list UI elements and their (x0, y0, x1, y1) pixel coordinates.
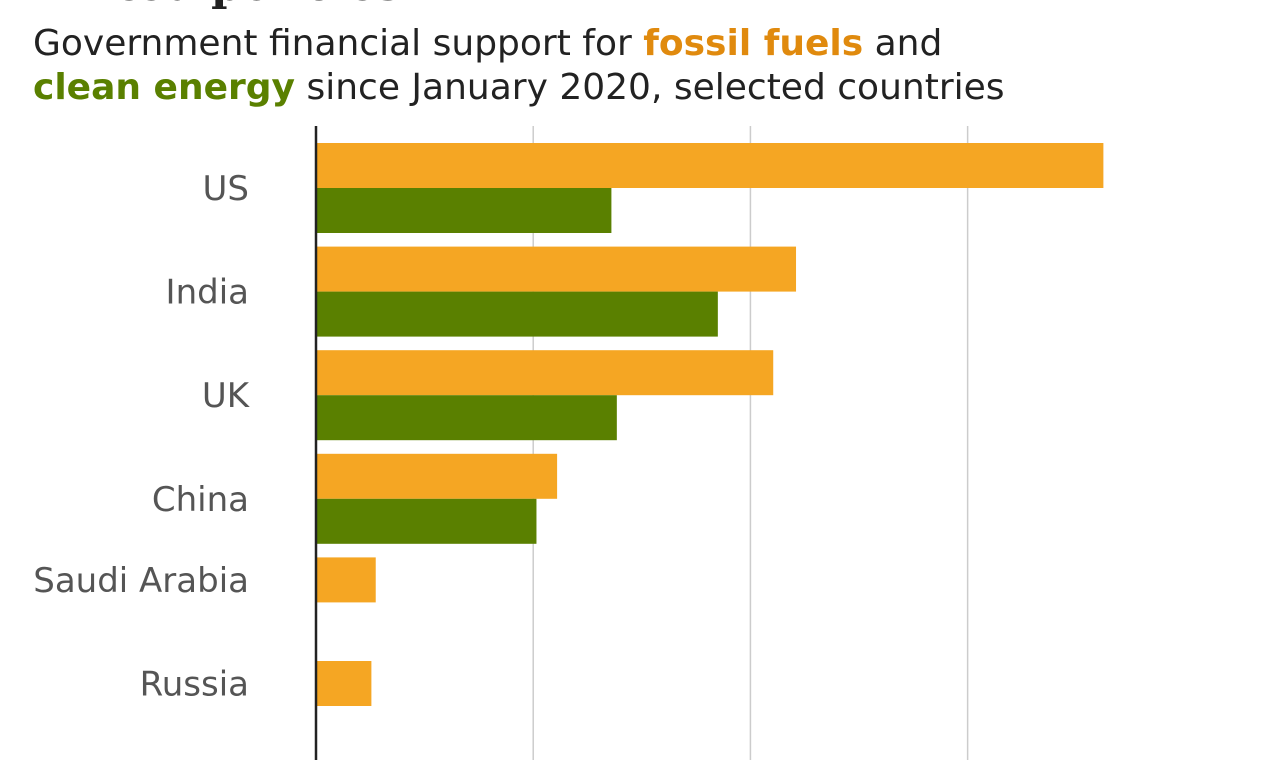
subtitle-text-2: and (863, 23, 943, 64)
subtitle-text-3: since January 2020, selected countries (295, 67, 1005, 108)
bar-india-clean-energy (316, 291, 718, 337)
bar-china-fossil-fuels (316, 453, 558, 499)
chart-title: limited policies (20, 0, 401, 8)
category-label-us: US (203, 169, 249, 209)
bar-china-clean-energy (316, 498, 537, 544)
bar-india-fossil-fuels (316, 246, 797, 292)
bar-uk-fossil-fuels (316, 350, 774, 396)
bar-us-fossil-fuels (316, 143, 1104, 188)
chart-subtitle: Government financial support for fossil … (33, 22, 1253, 110)
category-label-russia: Russia (140, 665, 249, 705)
category-label-uk: UK (202, 376, 251, 416)
fossil-fuels-legend-label: fossil fuels (643, 23, 864, 64)
category-label-china: China (152, 480, 249, 520)
subtitle-text-1: Government financial support for (33, 23, 644, 64)
bar-us-clean-energy (316, 188, 612, 233)
clean-energy-legend-label: clean energy (33, 67, 296, 108)
bar-russia-fossil-fuels (316, 661, 372, 706)
category-label-india: India (166, 273, 249, 313)
category-label-saudi-arabia: Saudi Arabia (33, 561, 249, 601)
bar-saudi-arabia-fossil-fuels (316, 557, 376, 603)
bar-uk-clean-energy (316, 395, 617, 441)
